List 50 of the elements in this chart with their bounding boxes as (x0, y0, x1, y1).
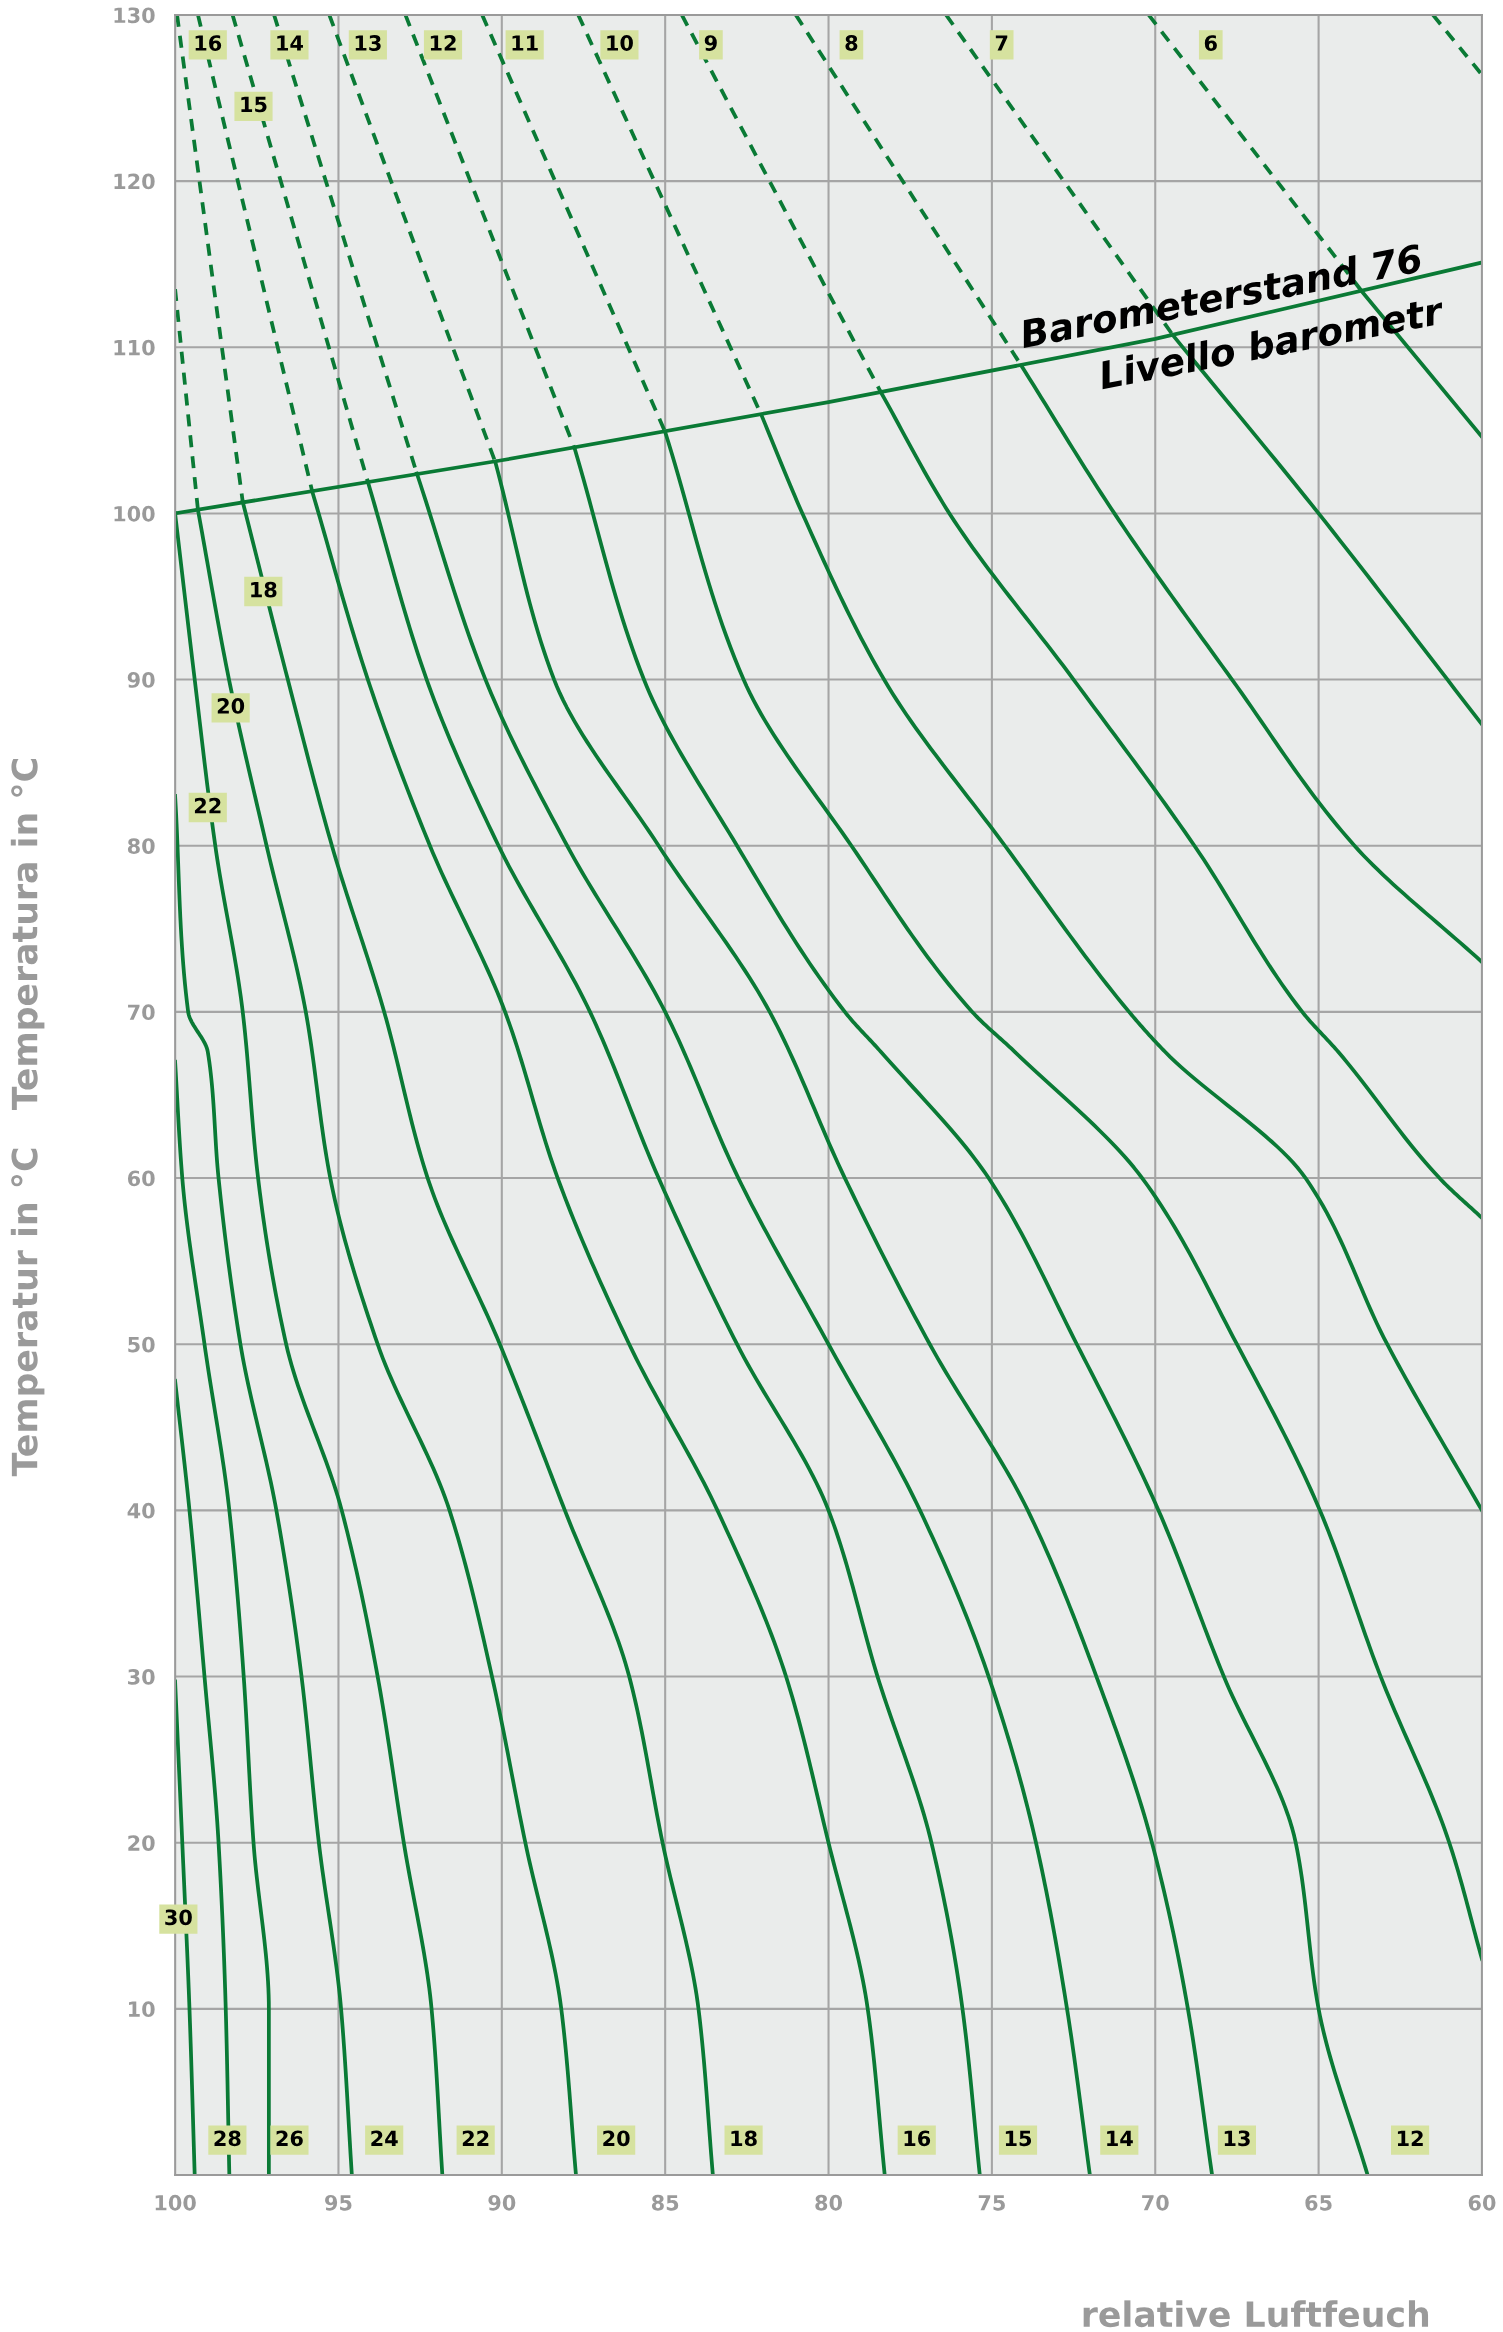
annotation: 14 (277, 35, 303, 51)
y-axis-title: Temperatur in °C Temperatura in °C (10, 759, 45, 1477)
y-tick-label: 30 (128, 1669, 155, 1685)
y-tick-label: 10 (129, 2001, 155, 2018)
annotation: 11 (512, 35, 538, 51)
y-tick-label: 80 (127, 838, 155, 854)
annotation: 10 (607, 35, 633, 51)
annotation: 22 (194, 797, 221, 814)
y-tick-label: 110 (114, 339, 155, 356)
x-tick-label: 80 (815, 2194, 843, 2211)
annotation: 13 (1224, 2130, 1250, 2147)
y-tick-label: 120 (114, 173, 155, 190)
annotation: 26 (276, 2130, 303, 2147)
y-tick-label: 70 (128, 1004, 155, 1021)
annotation: 24 (371, 2130, 398, 2146)
annotation: 20 (603, 2130, 630, 2147)
y-tick-label: 50 (128, 1336, 155, 1353)
annotation: 8 (845, 35, 858, 51)
annotation: 9 (704, 35, 717, 51)
y-tick-label: 130 (114, 7, 155, 24)
annotation: 12 (1397, 2130, 1423, 2146)
x-tick-label: 70 (1142, 2194, 1169, 2211)
annotation: 16 (904, 2130, 931, 2147)
y-tick-label: 20 (128, 1835, 155, 1851)
x-tick-label: 60 (1468, 2194, 1496, 2211)
y-tick-label: 100 (114, 505, 155, 522)
x-tick-label: 65 (1305, 2194, 1332, 2211)
x-axis-title: relative Luftfeuch (1083, 2300, 1429, 2328)
y-tick-label: 90 (127, 672, 155, 688)
annotation: 15 (241, 96, 267, 113)
annotation: 30 (165, 1909, 192, 1926)
x-tick-label: 75 (978, 2195, 1005, 2211)
annotation: 13 (355, 35, 381, 51)
annotation: 22 (462, 2130, 489, 2146)
x-tick-label: 85 (651, 2194, 679, 2211)
annotation: 15 (1005, 2130, 1032, 2147)
annotation: 16 (195, 35, 222, 51)
x-tick-label: 90 (488, 2194, 516, 2211)
annotation: 18 (251, 581, 277, 598)
x-tick-label: 100 (155, 2194, 196, 2211)
annotation: 20 (217, 698, 245, 714)
x-tick-label: 95 (325, 2194, 352, 2211)
y-tick-label: 40 (127, 1502, 155, 1519)
annotation: 14 (1107, 2130, 1133, 2146)
annotation: 28 (214, 2130, 241, 2147)
annotation: 12 (430, 35, 456, 51)
y-tick-label: 60 (127, 1170, 155, 1187)
annotation: 7 (995, 35, 1008, 51)
annotation: 18 (731, 2130, 757, 2147)
annotation: 6 (1204, 35, 1217, 51)
